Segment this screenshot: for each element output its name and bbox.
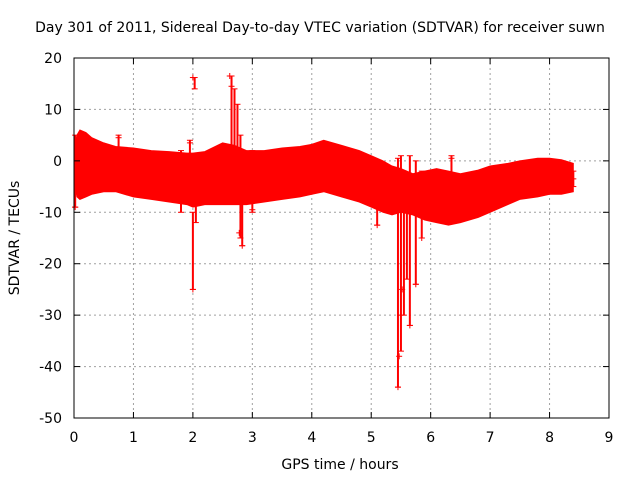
data-point: [115, 134, 122, 141]
axis-ticks: [73, 57, 610, 419]
data-point: [236, 229, 243, 236]
x-tick-label: 0: [70, 430, 79, 446]
x-tick-label: 3: [248, 430, 257, 446]
data-point: [397, 312, 404, 319]
plot-frame: [73, 57, 610, 419]
data-point: [189, 286, 196, 293]
x-tick-label: 5: [367, 430, 376, 446]
y-tick-label: -30: [39, 308, 62, 324]
data-band: [73, 129, 574, 226]
data-point: [412, 281, 419, 288]
data-point: [406, 322, 413, 329]
data-point: [228, 83, 235, 90]
data-point: [226, 73, 233, 79]
y-tick-label: -50: [39, 411, 62, 427]
data-point: [186, 139, 193, 146]
grid-lines: [74, 58, 609, 418]
y-tick-label: -40: [39, 360, 62, 376]
x-tick-label: 9: [605, 430, 614, 446]
data-point: [394, 384, 401, 391]
data-point: [249, 206, 256, 213]
data-point: [399, 286, 406, 293]
data-point: [448, 155, 455, 162]
data-point: [374, 222, 381, 229]
y-tick-label: -10: [39, 205, 62, 221]
chart-title: Day 301 of 2011, Sidereal Day-to-day VTE…: [35, 20, 605, 36]
axis-tick-labels: 0 1 2 3 4 5 6 7 8 9 20 10 0 -10 -20 -30 -40 -50: [39, 51, 613, 446]
y-tick-label: 0: [53, 154, 62, 170]
data-point: [239, 242, 246, 249]
x-axis-label: GPS time / hours: [281, 457, 399, 473]
data-point: [72, 204, 79, 211]
data-point: [418, 235, 425, 241]
x-tick-label: 2: [188, 430, 197, 446]
x-tick-label: 4: [307, 430, 316, 446]
x-tick-label: 7: [486, 430, 495, 446]
y-tick-label: 20: [44, 51, 62, 67]
data-point: [396, 353, 403, 360]
x-tick-label: 6: [426, 430, 435, 446]
plot-area: [72, 73, 577, 391]
y-axis-label: SDTVAR / TECUs: [7, 180, 23, 296]
y-tick-label: 10: [44, 102, 62, 118]
y-tick-label: -20: [39, 257, 62, 273]
x-tick-label: 8: [545, 430, 554, 446]
data-point: [189, 74, 196, 81]
x-tick-label: 1: [129, 430, 138, 446]
data-point: [570, 175, 577, 182]
